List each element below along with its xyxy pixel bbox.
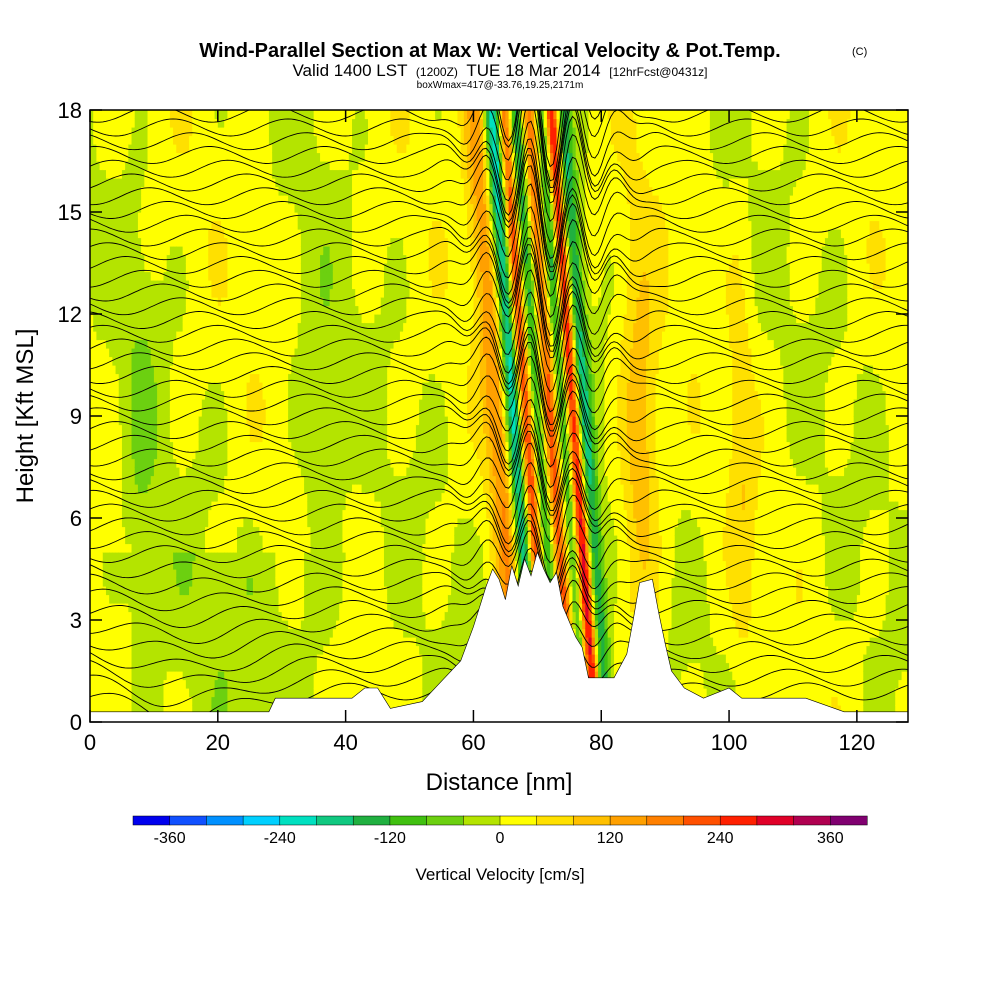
subtitle-forecast: [12hrFcst@0431z] xyxy=(609,65,707,79)
y-tick-label: 0 xyxy=(70,710,82,735)
colorbar-tick-label: 0 xyxy=(496,830,505,847)
y-tick-label: 18 xyxy=(58,98,82,123)
y-tick-label: 9 xyxy=(70,404,82,429)
colorbar-tick-label: -360 xyxy=(154,830,186,847)
colorbar-swatch xyxy=(132,815,171,826)
y-tick-label: 12 xyxy=(58,302,82,327)
x-axis-label: Distance [nm] xyxy=(426,769,573,796)
x-tick-label: 0 xyxy=(84,730,96,755)
colorbar-swatch xyxy=(646,815,685,826)
x-tick-label: 100 xyxy=(711,730,748,755)
colorbar-swatch xyxy=(352,815,391,826)
x-tick-label: 60 xyxy=(461,730,485,755)
colorbar-swatch xyxy=(499,815,538,826)
colorbar-tick-label: 360 xyxy=(817,830,844,847)
colorbar-swatch xyxy=(389,815,428,826)
colorbar-swatch xyxy=(169,815,207,826)
colorbar-swatch xyxy=(719,815,758,826)
colorbar-label: Vertical Velocity [cm/s] xyxy=(415,865,584,884)
colorbar-swatch xyxy=(756,815,795,826)
y-axis-ticks: 0 3 6 9 12 15 18 xyxy=(58,98,908,735)
chart-title-mark: (C) xyxy=(852,46,867,58)
x-tick-label: 120 xyxy=(839,730,876,755)
chart-note: boxWmax=417@-33.76,19.25,2171m xyxy=(417,80,584,91)
subtitle-date: TUE 18 Mar 2014 xyxy=(466,61,600,80)
colorbar xyxy=(132,815,868,826)
colorbar-tick-label: 120 xyxy=(597,830,624,847)
y-tick-label: 15 xyxy=(58,200,82,225)
y-tick-label: 3 xyxy=(70,608,82,633)
colorbar-tick-label: 240 xyxy=(707,830,734,847)
x-axis-ticks: 0 20 40 60 80 100 120 xyxy=(84,110,875,755)
colorbar-swatch xyxy=(426,815,464,826)
colorbar-swatch xyxy=(609,815,648,826)
colorbar-swatch xyxy=(242,815,281,826)
colorbar-swatch xyxy=(463,815,501,826)
x-tick-label: 20 xyxy=(206,730,230,755)
terrain-mask xyxy=(90,551,908,722)
colorbar-swatch xyxy=(316,815,354,826)
subtitle-utc: (1200Z) xyxy=(416,65,458,79)
colorbar-swatch xyxy=(206,815,244,826)
x-tick-label: 80 xyxy=(589,730,613,755)
x-tick-label: 40 xyxy=(333,730,357,755)
colorbar-tick-label: -120 xyxy=(374,830,406,847)
colorbar-swatch xyxy=(683,815,721,826)
y-tick-label: 6 xyxy=(70,506,82,531)
subtitle-valid: Valid 1400 LST xyxy=(292,61,407,80)
colorbar-tick-label: -240 xyxy=(264,830,296,847)
colorbar-swatch xyxy=(793,815,831,826)
chart-subtitle: Valid 1400 LST (1200Z) TUE 18 Mar 2014 [… xyxy=(292,61,707,80)
colorbar-swatch xyxy=(279,815,318,826)
colorbar-swatch xyxy=(573,815,611,826)
colorbar-swatch xyxy=(536,815,574,826)
colorbar-swatch xyxy=(830,815,868,826)
y-axis-label: Height [Kft MSL] xyxy=(12,329,39,504)
colorbar-ticks: -360 -240 -120 0 120 240 360 xyxy=(154,830,844,847)
plot-area xyxy=(90,110,908,722)
potential-temperature-contours xyxy=(90,110,908,722)
chart-title: Wind-Parallel Section at Max W: Vertical… xyxy=(199,40,780,62)
